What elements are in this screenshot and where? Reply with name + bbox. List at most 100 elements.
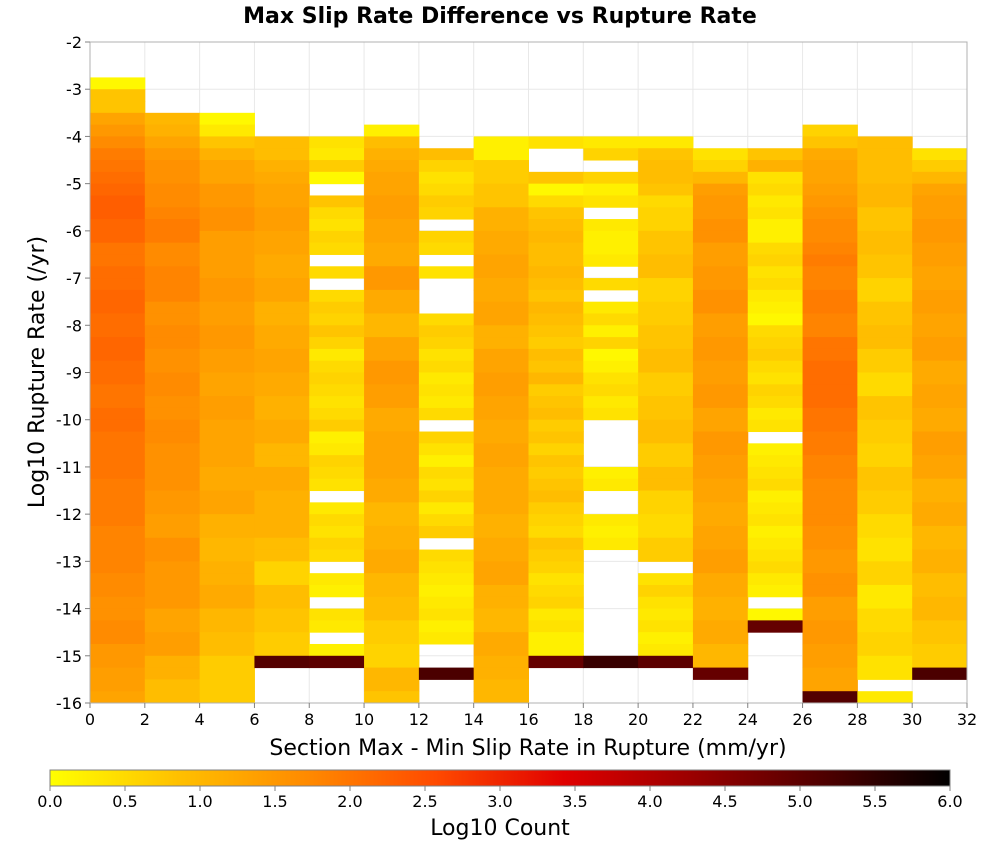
heatmap-cell [912,419,968,433]
heatmap-cell [802,407,858,421]
heatmap-cell [90,384,146,397]
x-axis-label: Section Max - Min Slip Rate in Rupture (… [269,736,786,761]
heatmap-cell [583,537,639,551]
heatmap-cell [638,136,694,149]
heatmap-cell [473,407,529,421]
heatmap-cell [857,160,913,173]
heatmap-cell [90,101,146,114]
heatmap-cell [199,278,255,291]
heatmap-cell [912,171,968,185]
heatmap-cell [199,679,255,692]
heatmap-cell [912,596,968,610]
heatmap-cell [692,396,749,409]
heatmap-cell [528,549,584,562]
heatmap-cell [144,549,201,562]
heatmap-cell [473,549,529,562]
x-tick-label: 26 [792,710,812,729]
heatmap-cell [583,525,639,539]
y-tick-label: -9 [66,364,82,383]
heatmap-cell [199,549,255,562]
heatmap-cell [309,325,365,338]
heatmap-cell [364,573,420,586]
heatmap-cell [90,561,146,574]
heatmap-cell [364,325,420,338]
heatmap-cell [692,596,749,610]
heatmap-cell [418,313,475,326]
heatmap-cell [199,596,255,610]
heatmap-cell [747,230,804,244]
heatmap-cell [528,289,584,303]
heatmap-cell [364,230,420,244]
heatmap-cell [638,242,694,255]
x-tick-label: 28 [847,710,867,729]
heatmap-cell [857,443,913,456]
heatmap-cell [254,478,310,492]
heatmap-cell [857,171,913,185]
heatmap-cell [418,502,475,515]
heatmap-cell [254,549,310,562]
heatmap-cell [144,313,201,326]
heatmap-cell [199,254,255,267]
heatmap-cell [692,337,749,350]
heatmap-cell [473,136,529,149]
heatmap-cell [473,584,529,598]
heatmap-cell [528,254,584,267]
heatmap-cell [528,313,584,326]
heatmap-cell [364,525,420,539]
heatmap-cell [418,207,475,220]
heatmap-cell [528,573,584,586]
heatmap-cell [254,596,310,610]
heatmap-cell [802,337,858,350]
heatmap-cell [528,266,584,279]
heatmap-cell [857,407,913,421]
heatmap-cell [199,643,255,657]
heatmap-cell [692,431,749,444]
heatmap-cell [528,372,584,385]
heatmap-cell [144,608,201,621]
heatmap-cell [638,325,694,338]
heatmap-cell [309,620,365,633]
heatmap-cell [802,396,858,409]
heatmap-cell [90,230,146,244]
heatmap-cell [747,608,804,621]
x-tick-label: 8 [304,710,314,729]
heatmap-cell [144,691,201,704]
heatmap-cell [638,443,694,456]
heatmap-cell [857,502,913,515]
y-tick-label: -6 [66,222,82,241]
heatmap-cell [912,584,968,598]
heatmap-cell [364,502,420,515]
heatmap-cell [692,325,749,338]
x-tick-label: 30 [902,710,922,729]
y-axis-ticks: -2 -3 -4 -5 -6 -7 -8 -9 -10 -11 -12 -13 -14 -15 -16 [56,33,90,713]
heatmap-cell [692,254,749,267]
heatmap-cell [473,596,529,610]
heatmap-cell [638,549,694,562]
colorbar-tick-label: 5.5 [862,792,887,811]
x-tick-label: 20 [628,710,648,729]
heatmap-cell [90,77,146,90]
heatmap-cell [473,620,529,633]
heatmap-cell [90,608,146,621]
heatmap-cell [309,466,365,480]
heatmap-cell [638,348,694,362]
heatmap-cell [583,348,639,362]
heatmap-cell [144,514,201,527]
heatmap-cell [857,573,913,586]
heatmap-cell [692,313,749,326]
heatmap-cell [473,525,529,539]
heatmap-cell [583,384,639,397]
heatmap-cell [583,195,639,208]
heatmap-cell [144,407,201,421]
heatmap-cell [912,313,968,326]
heatmap-cell [199,514,255,527]
x-tick-label: 24 [738,710,758,729]
heatmap-cell [747,348,804,362]
y-tick-label: -5 [66,175,82,194]
heatmap-cell [747,254,804,267]
heatmap-cell [199,313,255,326]
heatmap-cell [90,466,146,480]
heatmap-cell [309,289,365,303]
heatmap-cell [254,195,310,208]
heatmap-cell [857,466,913,480]
